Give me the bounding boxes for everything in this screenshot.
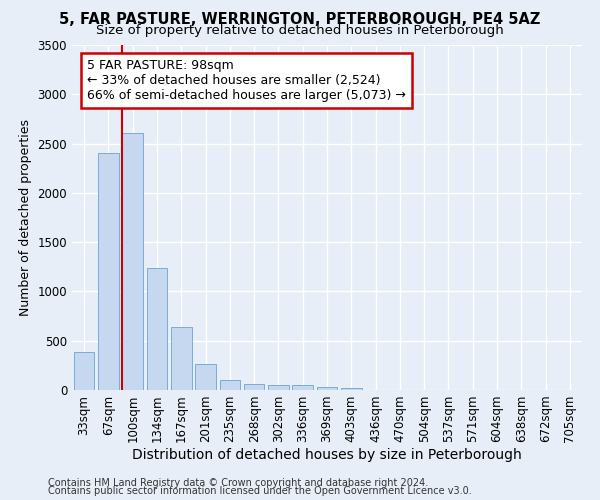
Bar xyxy=(292,385,313,390)
Text: Contains public sector information licensed under the Open Government Licence v3: Contains public sector information licen… xyxy=(48,486,472,496)
Bar xyxy=(268,384,289,390)
Text: Contains HM Land Registry data © Crown copyright and database right 2024.: Contains HM Land Registry data © Crown c… xyxy=(48,478,428,488)
Bar xyxy=(317,387,337,390)
Text: 5 FAR PASTURE: 98sqm
← 33% of detached houses are smaller (2,524)
66% of semi-de: 5 FAR PASTURE: 98sqm ← 33% of detached h… xyxy=(88,59,406,102)
Bar xyxy=(74,352,94,390)
X-axis label: Distribution of detached houses by size in Peterborough: Distribution of detached houses by size … xyxy=(132,448,522,462)
Bar xyxy=(122,132,143,390)
Text: Size of property relative to detached houses in Peterborough: Size of property relative to detached ho… xyxy=(96,24,504,37)
Bar xyxy=(244,384,265,390)
Text: 5, FAR PASTURE, WERRINGTON, PETERBOROUGH, PE4 5AZ: 5, FAR PASTURE, WERRINGTON, PETERBOROUGH… xyxy=(59,12,541,28)
Bar xyxy=(171,327,191,390)
Y-axis label: Number of detached properties: Number of detached properties xyxy=(19,119,32,316)
Bar xyxy=(146,268,167,390)
Bar xyxy=(220,380,240,390)
Bar xyxy=(98,154,119,390)
Bar xyxy=(341,388,362,390)
Bar xyxy=(195,364,216,390)
